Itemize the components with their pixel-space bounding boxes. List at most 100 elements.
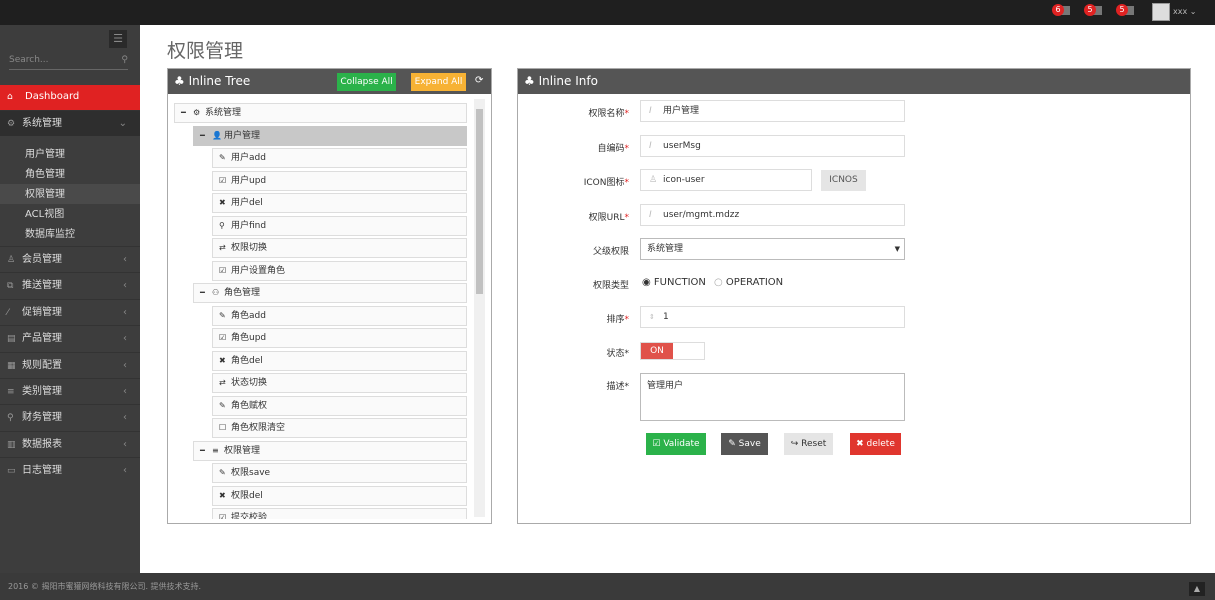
tree-title: Inline Tree: [188, 74, 251, 88]
tree-leaf[interactable]: ✖ 角色del: [212, 350, 467, 371]
node-label: 权限save: [231, 468, 271, 478]
tree-folder[interactable]: ━ ⚙ 系统管理: [174, 103, 467, 123]
submenu-permission[interactable]: 权限管理: [25, 189, 65, 200]
sidebar-label: 财务管理: [22, 412, 62, 424]
label-text: ICON图标: [583, 178, 625, 188]
bell-icon[interactable]: [1060, 6, 1070, 15]
notification-badge[interactable]: 6: [1052, 4, 1064, 16]
logs-icon: ▭: [7, 466, 16, 477]
radio-label: OPERATION: [725, 277, 784, 288]
type-radio-operation[interactable]: ○ OPERATION: [714, 277, 783, 288]
url-label: 权限URL*: [588, 213, 629, 223]
status-on: ON: [641, 343, 673, 359]
sidebar-item-member[interactable]: ♙ 会员管理 ‹: [0, 246, 140, 272]
node-label: 状态切换: [231, 378, 268, 388]
inbox-badge[interactable]: 5: [1084, 4, 1096, 16]
refresh-icon[interactable]: ⟳: [475, 75, 484, 86]
top-bar: 6 5 5 xxx ⌄: [0, 0, 1215, 25]
tree-leaf[interactable]: ✖ 权限del: [212, 485, 467, 506]
name-input[interactable]: I 用户管理: [640, 100, 905, 122]
tree-leaf[interactable]: ✎ 角色add: [212, 305, 467, 326]
tree-panel: ♣ Inline Tree Collapse All Expand All ⟳ …: [167, 68, 492, 524]
push-icon: ⧉: [7, 281, 14, 292]
node-icon: ✖: [219, 198, 226, 207]
node-icon: ☑: [219, 333, 227, 342]
input-value: 用户管理: [663, 106, 700, 116]
icons-button[interactable]: ICNOS: [821, 170, 866, 191]
label-text: 权限URL: [588, 213, 625, 223]
text-cursor-icon: I: [649, 106, 652, 116]
tree-leaf[interactable]: ☑ 用户设置角色: [212, 260, 467, 281]
node-label: 用户find: [231, 220, 267, 231]
sidebar-item-category[interactable]: ≡ 类别管理 ‹: [0, 378, 140, 404]
sidebar-item-rules[interactable]: ▦ 规则配置 ‹: [0, 351, 140, 378]
tree-leaf[interactable]: ⇄ 状态切换: [212, 373, 467, 393]
menu-toggle-icon[interactable]: ☰: [109, 30, 127, 48]
avatar[interactable]: [1152, 3, 1170, 21]
sidebar-item-promotion[interactable]: ⁄ 促销管理 ‹: [0, 298, 140, 325]
sidebar-item-finance[interactable]: ⚲ 财务管理 ‹: [0, 404, 140, 430]
submenu-acl[interactable]: ACL视图: [25, 209, 65, 220]
tree-leaf[interactable]: ☑ 角色upd: [212, 328, 467, 348]
collapse-all-button[interactable]: Collapse All: [337, 73, 396, 91]
product-icon: ▤: [7, 334, 16, 345]
tasks-badge[interactable]: 5: [1116, 4, 1128, 16]
order-stepper[interactable]: ⇕ 1: [640, 306, 905, 328]
type-radio-function[interactable]: ◉ FUNCTION: [642, 277, 706, 288]
chevron-left-icon: ‹: [123, 306, 127, 318]
tree-leaf[interactable]: ✖ 用户del: [212, 193, 467, 213]
node-label: 系统管理: [205, 108, 242, 118]
tree-leaf[interactable]: ✎ 权限save: [212, 463, 467, 483]
collapse-icon[interactable]: ━: [200, 130, 205, 140]
node-icon: ≡: [212, 445, 219, 455]
tree-folder[interactable]: ━ ⚇ 角色管理: [193, 283, 467, 303]
tree-leaf[interactable]: ☐ 角色权限清空: [212, 418, 467, 438]
username: xxx: [1173, 7, 1188, 16]
tree-leaf[interactable]: ⇄ 权限切换: [212, 238, 467, 258]
tree-scrollbar[interactable]: [474, 99, 485, 517]
spinner-icon[interactable]: ⇕: [649, 313, 655, 321]
icon-input[interactable]: ♙ icon-user: [640, 169, 812, 191]
status-toggle[interactable]: ON: [640, 342, 705, 360]
search-icon[interactable]: ⚲: [121, 55, 128, 65]
node-label: 角色管理: [224, 288, 261, 298]
calendar-icon[interactable]: [1124, 6, 1134, 15]
submenu-db-monitor[interactable]: 数据库监控: [25, 229, 75, 240]
tree-leaf[interactable]: ☑ 提交校验: [212, 508, 467, 519]
sidebar-item-system[interactable]: ⚙ 系统管理 ⌄: [0, 110, 140, 136]
envelope-icon[interactable]: [1092, 6, 1102, 15]
submenu-user[interactable]: 用户管理: [25, 149, 65, 160]
tree-leaf[interactable]: ✎ 用户add: [212, 148, 467, 168]
collapse-icon[interactable]: ━: [200, 288, 205, 297]
search-input[interactable]: Search... ⚲: [9, 55, 128, 70]
user-menu[interactable]: xxx ⌄: [1173, 7, 1196, 16]
scrollbar-thumb[interactable]: [476, 109, 483, 294]
sidebar-item-dashboard[interactable]: ⌂ Dashboard: [0, 85, 140, 110]
delete-button[interactable]: ✖ delete: [850, 433, 901, 455]
home-icon: ⌂: [7, 92, 13, 102]
validate-button[interactable]: ☑ Validate: [646, 433, 706, 455]
tree-leaf[interactable]: ✎ 角色赋权: [212, 395, 467, 416]
save-button[interactable]: ✎ Save: [721, 433, 768, 455]
collapse-icon[interactable]: ━: [200, 445, 205, 455]
tree-leaf[interactable]: ⚲ 用户find: [212, 215, 467, 236]
sidebar-item-product[interactable]: ▤ 产品管理 ‹: [0, 325, 140, 351]
sidebar-item-push[interactable]: ⧉ 推送管理 ‹: [0, 272, 140, 298]
submenu-role[interactable]: 角色管理: [25, 169, 65, 180]
sidebar-item-reports[interactable]: ▥ 数据报表 ‹: [0, 430, 140, 457]
expand-all-button[interactable]: Expand All: [411, 73, 466, 91]
node-label: 角色赋权: [231, 400, 268, 411]
sidebar-item-logs[interactable]: ▭ 日志管理 ‹: [0, 457, 140, 483]
node-label: 用户add: [231, 153, 266, 163]
parent-select[interactable]: 系统管理 ▼: [640, 238, 905, 260]
tree-folder[interactable]: ━ ≡ 权限管理: [193, 440, 467, 461]
node-icon: ✎: [219, 400, 226, 410]
collapse-icon[interactable]: ━: [181, 108, 186, 117]
tree-leaf[interactable]: ☑ 用户upd: [212, 170, 467, 191]
tree-folder[interactable]: ━ 👤 用户管理: [193, 125, 467, 146]
desc-textarea[interactable]: 管理用户: [640, 373, 905, 421]
reset-button[interactable]: ↪ Reset: [784, 433, 833, 455]
scroll-top-icon[interactable]: ▲: [1189, 582, 1205, 596]
